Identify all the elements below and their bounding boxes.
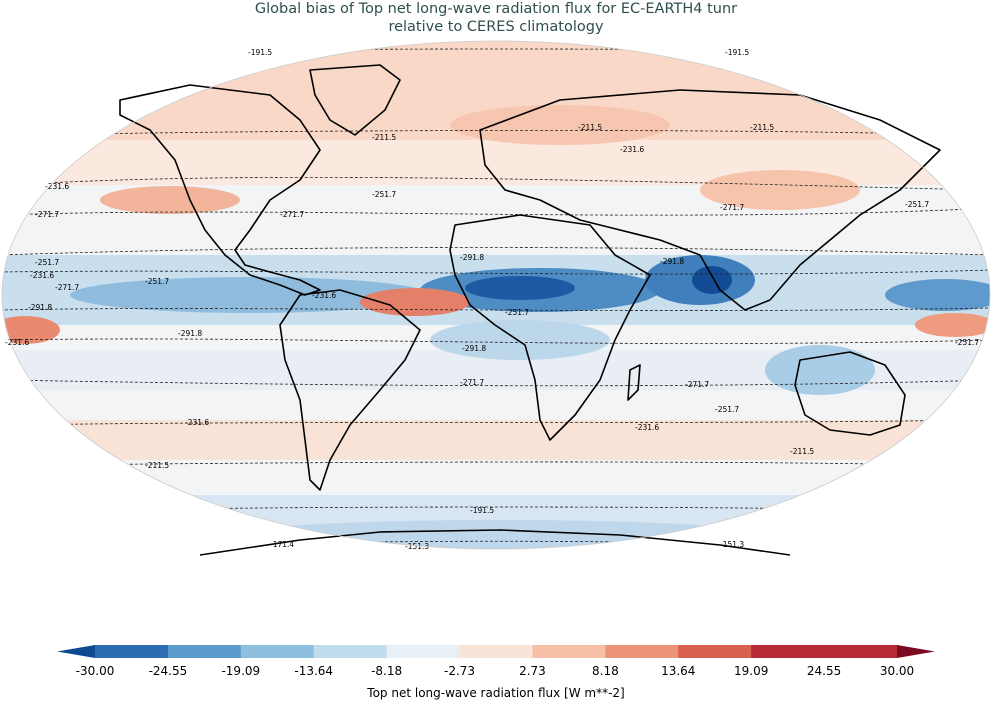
- south-america-coast: [279, 289, 421, 491]
- africa-coast: [449, 214, 651, 441]
- colorbar: -30.00 -24.55 -19.09 -13.64 -8.18 -2.73 2.73 8.…: [57, 645, 935, 700]
- colorbar-segment: [532, 645, 606, 658]
- colorbar-tick-label: 13.64: [661, 664, 695, 678]
- colorbar-segment: [313, 645, 388, 658]
- contour-label: -291.8: [462, 344, 486, 353]
- world-map: -191.5 -191.5 -211.5 -211.5 -231.6 -231.…: [1, 40, 991, 556]
- north-america-coast: [119, 84, 321, 296]
- colorbar-extend-min: [57, 645, 95, 658]
- contour-label: -211.5: [578, 123, 602, 132]
- contour-label: -191.5: [470, 506, 494, 515]
- contour-label: -231.6: [45, 182, 69, 191]
- contour-label: -231.6: [620, 145, 644, 154]
- contour-label: -291.8: [28, 303, 52, 312]
- colorbar-tick-label: 30.00: [880, 664, 914, 678]
- colorbar-ticks: -30.00 -24.55 -19.09 -13.64 -8.18 -2.73 2.73 8.…: [76, 664, 915, 678]
- colorbar-tick-label: 2.73: [519, 664, 546, 678]
- contour-label: -271.7: [55, 283, 79, 292]
- contour-label: -211.5: [790, 447, 814, 456]
- contour-label: -231.6: [185, 418, 209, 427]
- contour-labels: -191.5 -191.5 -211.5 -211.5 -231.6 -231.…: [5, 48, 979, 551]
- colorbar-segment: [605, 645, 679, 658]
- map-title: Global bias of Top net long-wave radiati…: [0, 0, 992, 36]
- madagascar-coast: [627, 364, 641, 401]
- contour-label: -251.7: [715, 405, 739, 414]
- contour-label: -191.5: [248, 48, 272, 57]
- europe-asia-coast: [479, 89, 941, 311]
- colorbar-extend-max: [897, 645, 935, 658]
- colorbar-tick-label: -30.00: [76, 664, 115, 678]
- contour-label: -291.8: [660, 257, 684, 266]
- coastlines: [119, 64, 941, 556]
- colorbar-tick-label: 8.18: [592, 664, 619, 678]
- colorbar-segment: [751, 645, 825, 658]
- colorbar-tick-label: -2.73: [444, 664, 475, 678]
- contour-label: -251.7: [145, 277, 169, 286]
- colorbar-label: Top net long-wave radiation flux [W m**-…: [366, 686, 624, 700]
- contour-label: -251.7: [35, 258, 59, 267]
- title-line-1: Global bias of Top net long-wave radiati…: [254, 1, 738, 17]
- contour-label: -251.7: [905, 200, 929, 209]
- contour-label: -291.8: [460, 253, 484, 262]
- contour-label: -271.7: [280, 210, 304, 219]
- colorbar-tick-label: -24.55: [149, 664, 188, 678]
- contour-label: -251.7: [505, 308, 529, 317]
- contour-label: -231.6: [30, 271, 54, 280]
- colorbar-tick-label: -19.09: [221, 664, 260, 678]
- contour-label: -171.4: [270, 540, 294, 549]
- contour-label: -251.7: [955, 338, 979, 347]
- contour-label: -251.7: [372, 190, 396, 199]
- contour-label: -271.7: [460, 378, 484, 387]
- contour-label: -271.7: [720, 203, 744, 212]
- contour-label: -271.7: [35, 210, 59, 219]
- contour-label: -151.3: [405, 542, 429, 551]
- colorbar-segment: [240, 645, 315, 658]
- title-line-2: relative to CERES climatology: [388, 19, 604, 35]
- bias-field: [2, 41, 990, 549]
- contour-label: -231.6: [312, 291, 336, 300]
- colorbar-segment: [167, 645, 242, 658]
- contour-label: -231.6: [635, 423, 659, 432]
- colorbar-segment: [459, 645, 533, 658]
- colorbar-segment: [95, 645, 169, 658]
- contour-label: -211.5: [372, 133, 396, 142]
- greenland-coast: [309, 64, 401, 136]
- contour-label: -151.3: [720, 540, 744, 549]
- colorbar-tick-label: -8.18: [371, 664, 402, 678]
- contour-label: -271.7: [685, 380, 709, 389]
- contour-label: -291.8: [178, 329, 202, 338]
- contour-label: -211.5: [750, 123, 774, 132]
- colorbar-tick-label: 19.09: [734, 664, 768, 678]
- antarctica-coast: [199, 529, 791, 556]
- colorbar-segment: [678, 645, 752, 658]
- contour-label: -231.6: [5, 338, 29, 347]
- colorbar-segments: [57, 645, 935, 658]
- colorbar-tick-label: -13.64: [294, 664, 333, 678]
- colorbar-segment: [824, 645, 898, 658]
- contour-label: -211.5: [145, 461, 169, 470]
- globe-outline: [1, 40, 991, 550]
- australia-coast: [794, 351, 906, 436]
- contour-label: -191.5: [725, 48, 749, 57]
- colorbar-segment: [386, 645, 461, 658]
- colorbar-tick-label: 24.55: [807, 664, 841, 678]
